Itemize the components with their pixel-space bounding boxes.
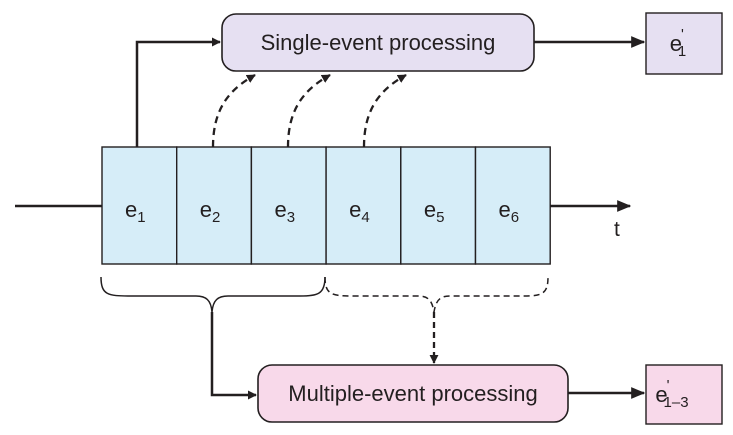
multi-output-label: e' 1–3 bbox=[655, 377, 688, 411]
event-cell-shape bbox=[400, 146, 477, 265]
time-axis-label: t bbox=[614, 218, 620, 241]
multiple-event-box-label: Multiple-event processing bbox=[288, 381, 537, 406]
event-cell-1: e1 bbox=[101, 146, 178, 265]
event-cell-3: e3 bbox=[250, 146, 327, 265]
event-cell-shape bbox=[175, 146, 253, 265]
event-cell-label: e5 bbox=[424, 197, 445, 226]
event-cell-shape bbox=[101, 146, 178, 265]
event-cell-label: e1 bbox=[125, 197, 146, 226]
event-cell-6: e6 bbox=[474, 146, 551, 265]
event-cell-label: e3 bbox=[274, 197, 295, 226]
event-cell-shape bbox=[325, 146, 402, 265]
brace-to-multi-arrow bbox=[210, 312, 257, 400]
event-cell-label: e4 bbox=[349, 197, 370, 226]
multi-output-box bbox=[645, 364, 723, 425]
brace-e4-e6 bbox=[324, 276, 549, 313]
event-stream: e1 e2 e3 e4 e5 e6 bbox=[101, 146, 551, 265]
single-event-box-label: Single-event processing bbox=[261, 30, 496, 55]
single-output-box bbox=[645, 12, 723, 75]
event-cell-2: e2 bbox=[175, 146, 253, 265]
event-cell-label: e2 bbox=[200, 197, 221, 226]
e2-dashed-arrow bbox=[211, 73, 256, 148]
e4-dashed-arrow bbox=[362, 73, 407, 148]
single-output-label: e' 1 bbox=[670, 26, 686, 60]
event-cell-shape bbox=[250, 146, 327, 265]
brace-e1-e3 bbox=[100, 276, 326, 313]
single-event-processing-box: Single-event processing bbox=[221, 13, 535, 72]
multiple-event-processing-box: Multiple-event processing bbox=[257, 364, 569, 423]
e3-dashed-arrow bbox=[286, 73, 331, 148]
e1-to-single-arrow bbox=[135, 37, 221, 147]
event-cell-5: e5 bbox=[400, 146, 477, 265]
event-cell-4: e4 bbox=[325, 146, 402, 265]
event-cell-shape bbox=[474, 146, 551, 265]
event-cell-label: e6 bbox=[499, 197, 520, 226]
